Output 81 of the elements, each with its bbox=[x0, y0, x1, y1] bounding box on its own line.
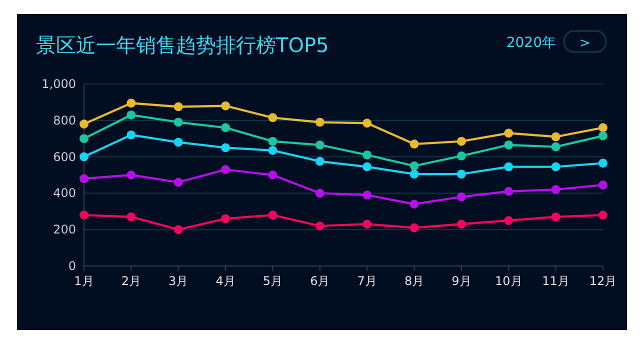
point bbox=[268, 210, 278, 220]
point bbox=[174, 118, 183, 127]
point bbox=[410, 161, 419, 170]
x-tick-label: 3月 bbox=[168, 274, 188, 288]
y-tick-label: 1,000 bbox=[42, 77, 76, 91]
x-tick-label: 6月 bbox=[310, 274, 330, 288]
point bbox=[410, 170, 419, 179]
point bbox=[268, 136, 278, 146]
point bbox=[315, 118, 324, 127]
point bbox=[362, 220, 372, 229]
point bbox=[221, 101, 230, 110]
point bbox=[362, 162, 372, 172]
point bbox=[126, 170, 136, 180]
point bbox=[126, 212, 136, 222]
point bbox=[315, 188, 324, 198]
point bbox=[80, 174, 88, 184]
point bbox=[410, 200, 419, 209]
point bbox=[551, 185, 560, 194]
point bbox=[598, 131, 608, 140]
x-tick-label: 9月 bbox=[452, 274, 472, 288]
point bbox=[598, 123, 608, 132]
point bbox=[315, 156, 324, 166]
point bbox=[268, 113, 278, 122]
x-tick-label: 5月 bbox=[262, 274, 283, 288]
point bbox=[315, 140, 324, 150]
point bbox=[268, 170, 278, 180]
point bbox=[551, 162, 560, 172]
point bbox=[221, 165, 230, 174]
y-tick-label: 400 bbox=[53, 186, 76, 200]
point bbox=[504, 186, 514, 196]
point bbox=[362, 150, 372, 160]
x-tick-label: 4月 bbox=[216, 274, 236, 288]
point bbox=[126, 110, 136, 120]
point bbox=[410, 140, 419, 149]
point bbox=[221, 123, 230, 132]
point bbox=[504, 216, 514, 225]
point bbox=[504, 128, 514, 138]
point bbox=[551, 142, 560, 152]
x-tick-label: 8月 bbox=[404, 274, 424, 288]
x-tick-label: 2月 bbox=[121, 274, 141, 288]
point bbox=[174, 178, 183, 187]
point bbox=[268, 146, 278, 155]
point bbox=[456, 192, 466, 202]
point bbox=[80, 152, 88, 162]
chart-title: 景区近一年销售趋势排行榜TOP5 bbox=[36, 33, 329, 57]
point bbox=[126, 98, 136, 108]
point bbox=[362, 190, 372, 200]
x-tick-label: 12月 bbox=[589, 274, 617, 288]
point bbox=[80, 134, 88, 144]
point bbox=[598, 158, 608, 168]
point bbox=[456, 151, 466, 160]
point bbox=[598, 210, 608, 220]
y-tick-label: 600 bbox=[53, 150, 76, 164]
point bbox=[504, 162, 514, 172]
point bbox=[551, 132, 560, 142]
x-tick-label: 1月 bbox=[74, 274, 94, 288]
point bbox=[410, 223, 419, 232]
point bbox=[504, 140, 514, 150]
point bbox=[362, 118, 372, 128]
point bbox=[456, 220, 466, 229]
x-tick-label: 7月 bbox=[357, 274, 377, 288]
x-tick-label: 10月 bbox=[494, 274, 522, 288]
point bbox=[221, 214, 230, 224]
point bbox=[315, 221, 324, 230]
point bbox=[551, 212, 560, 222]
point bbox=[80, 210, 88, 220]
point bbox=[174, 225, 183, 234]
point bbox=[221, 143, 230, 152]
point bbox=[598, 180, 608, 190]
text: > bbox=[580, 36, 590, 51]
y-tick-label: 200 bbox=[53, 222, 76, 237]
x-tick-label: 11月 bbox=[542, 274, 570, 288]
point bbox=[456, 136, 466, 146]
point bbox=[80, 120, 88, 129]
text: 2020年 bbox=[506, 35, 556, 51]
y-tick-label: 0 bbox=[68, 259, 76, 273]
y-tick-label: 800 bbox=[53, 113, 76, 128]
point bbox=[126, 130, 136, 140]
point bbox=[174, 138, 183, 147]
point bbox=[456, 170, 466, 179]
point bbox=[174, 102, 183, 112]
